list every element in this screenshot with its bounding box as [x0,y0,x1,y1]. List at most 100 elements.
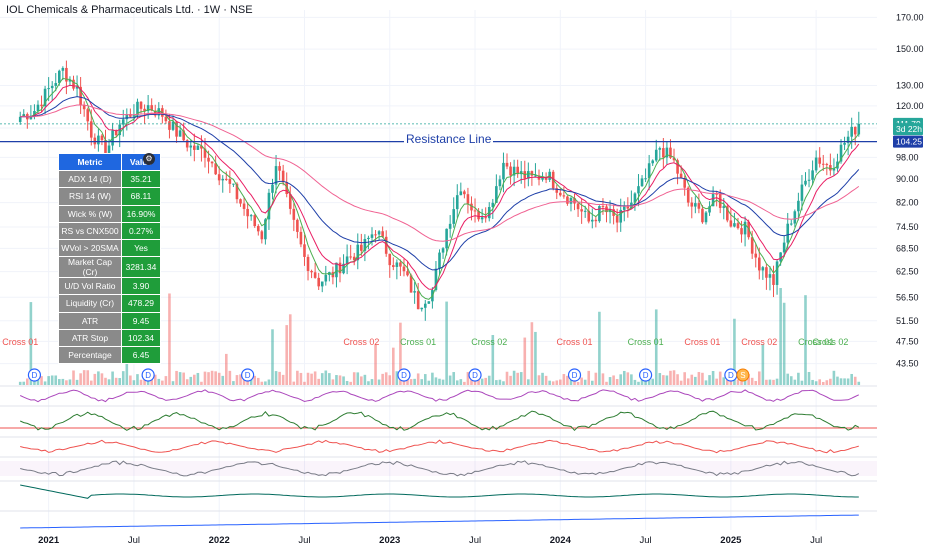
volume-bar [534,331,537,385]
volume-bar [807,371,811,385]
volume-bar [61,378,65,385]
volume-bar [789,376,793,385]
signal-label: Cross 01 [628,337,664,347]
indicator-line [20,484,859,499]
volume-bar [264,381,267,385]
volume-bar [654,309,658,385]
candle-body [150,105,153,111]
candle-body [555,188,559,193]
candle-body [68,79,72,82]
candle-body [235,183,239,200]
metrics-row: U/D Vol Ratio 3.90 [58,277,161,296]
y-tick-label: 82.00 [896,198,919,208]
metrics-row: Wick % (W) 16.90% [58,204,161,223]
y-tick-label: 150.00 [896,44,924,54]
volume-bar [161,380,164,385]
candle-body [423,303,427,308]
volume-bar [665,375,669,385]
candle-body [754,253,758,258]
candle-body [626,206,630,209]
volume-bar [715,378,718,385]
candle-body [580,209,583,212]
candle-body [484,217,487,219]
chart-title: IOL Chemicals & Pharmaceuticals Ltd. · 1… [6,4,253,16]
y-tick-label: 120.00 [896,101,924,111]
volume-bar [274,371,278,385]
candle-body [704,212,708,223]
indicator-panes: 0.000.000.00200M [0,385,932,529]
volume-bar [487,375,491,385]
volume-bar [754,381,758,385]
volume-bar [779,288,782,385]
candle-body [79,86,82,105]
volume-bar [541,372,544,385]
candle-body [303,244,306,257]
x-tick-label: 2025 [720,535,742,546]
candle-body [61,67,65,71]
candle-body [789,223,793,225]
volume-bar [452,372,456,385]
volume-bar [562,374,566,385]
volume-bar [786,373,790,385]
candle-body [722,206,726,208]
candle-body [498,179,502,187]
metric-name: Percentage [58,345,122,365]
volume-bar [420,379,424,385]
volume-bar [726,379,729,385]
volume-bar [271,329,274,385]
dividend-marker [27,368,42,382]
volume-bar [310,373,313,385]
volume-bar [672,370,676,385]
volume-bar [260,381,264,385]
candle-body [594,219,598,222]
candle-body [178,130,182,137]
candle-body [665,147,669,158]
candle-body [114,130,118,136]
candle-body [100,135,104,141]
volume-bar [587,370,591,385]
candle-body [274,166,278,185]
volume-bar [495,380,498,385]
volume-bar [331,379,335,385]
volume-bar [79,373,82,385]
x-tick-label: 2021 [38,535,60,546]
volume-bar [839,378,843,385]
candle-body [104,140,107,159]
candle-body [367,237,370,240]
ema-line [20,96,860,271]
dividend-marker-text: D [472,371,478,380]
candle-body [242,203,246,209]
candle-body [409,275,413,293]
x-tick-label: 2023 [379,535,400,546]
candle-body [821,163,825,165]
volume-bar [598,311,601,385]
volume-bar [484,377,487,385]
settings-icon[interactable]: ⚙ [143,153,155,165]
x-tick-label: Jul [640,535,652,546]
volume-bar [381,373,384,385]
candle-body [452,209,456,224]
volume-bar [701,372,704,385]
candle-body [512,166,516,176]
volume-bar [814,381,818,385]
volume-bar [132,380,136,385]
volume-bar [431,372,434,385]
volume-bar [516,372,519,385]
volume-bar [118,378,122,385]
metric-name: RSI 14 (W) [58,187,122,206]
volume-bar [281,374,285,385]
x-tick-label: Jul [128,535,140,546]
volume-bar [818,379,822,385]
candle-body [768,274,772,278]
candle-body [473,210,477,212]
candle-body [448,223,452,229]
dividend-marker [141,368,155,382]
y-tick-label: 90.00 [896,174,919,184]
candle-body [694,203,697,207]
candle-body [249,215,253,217]
candle-body [502,162,505,180]
candle-body [345,256,349,264]
volume-bar [267,379,271,385]
dividend-marker-text: D [245,371,251,380]
volume-bar [377,379,381,385]
